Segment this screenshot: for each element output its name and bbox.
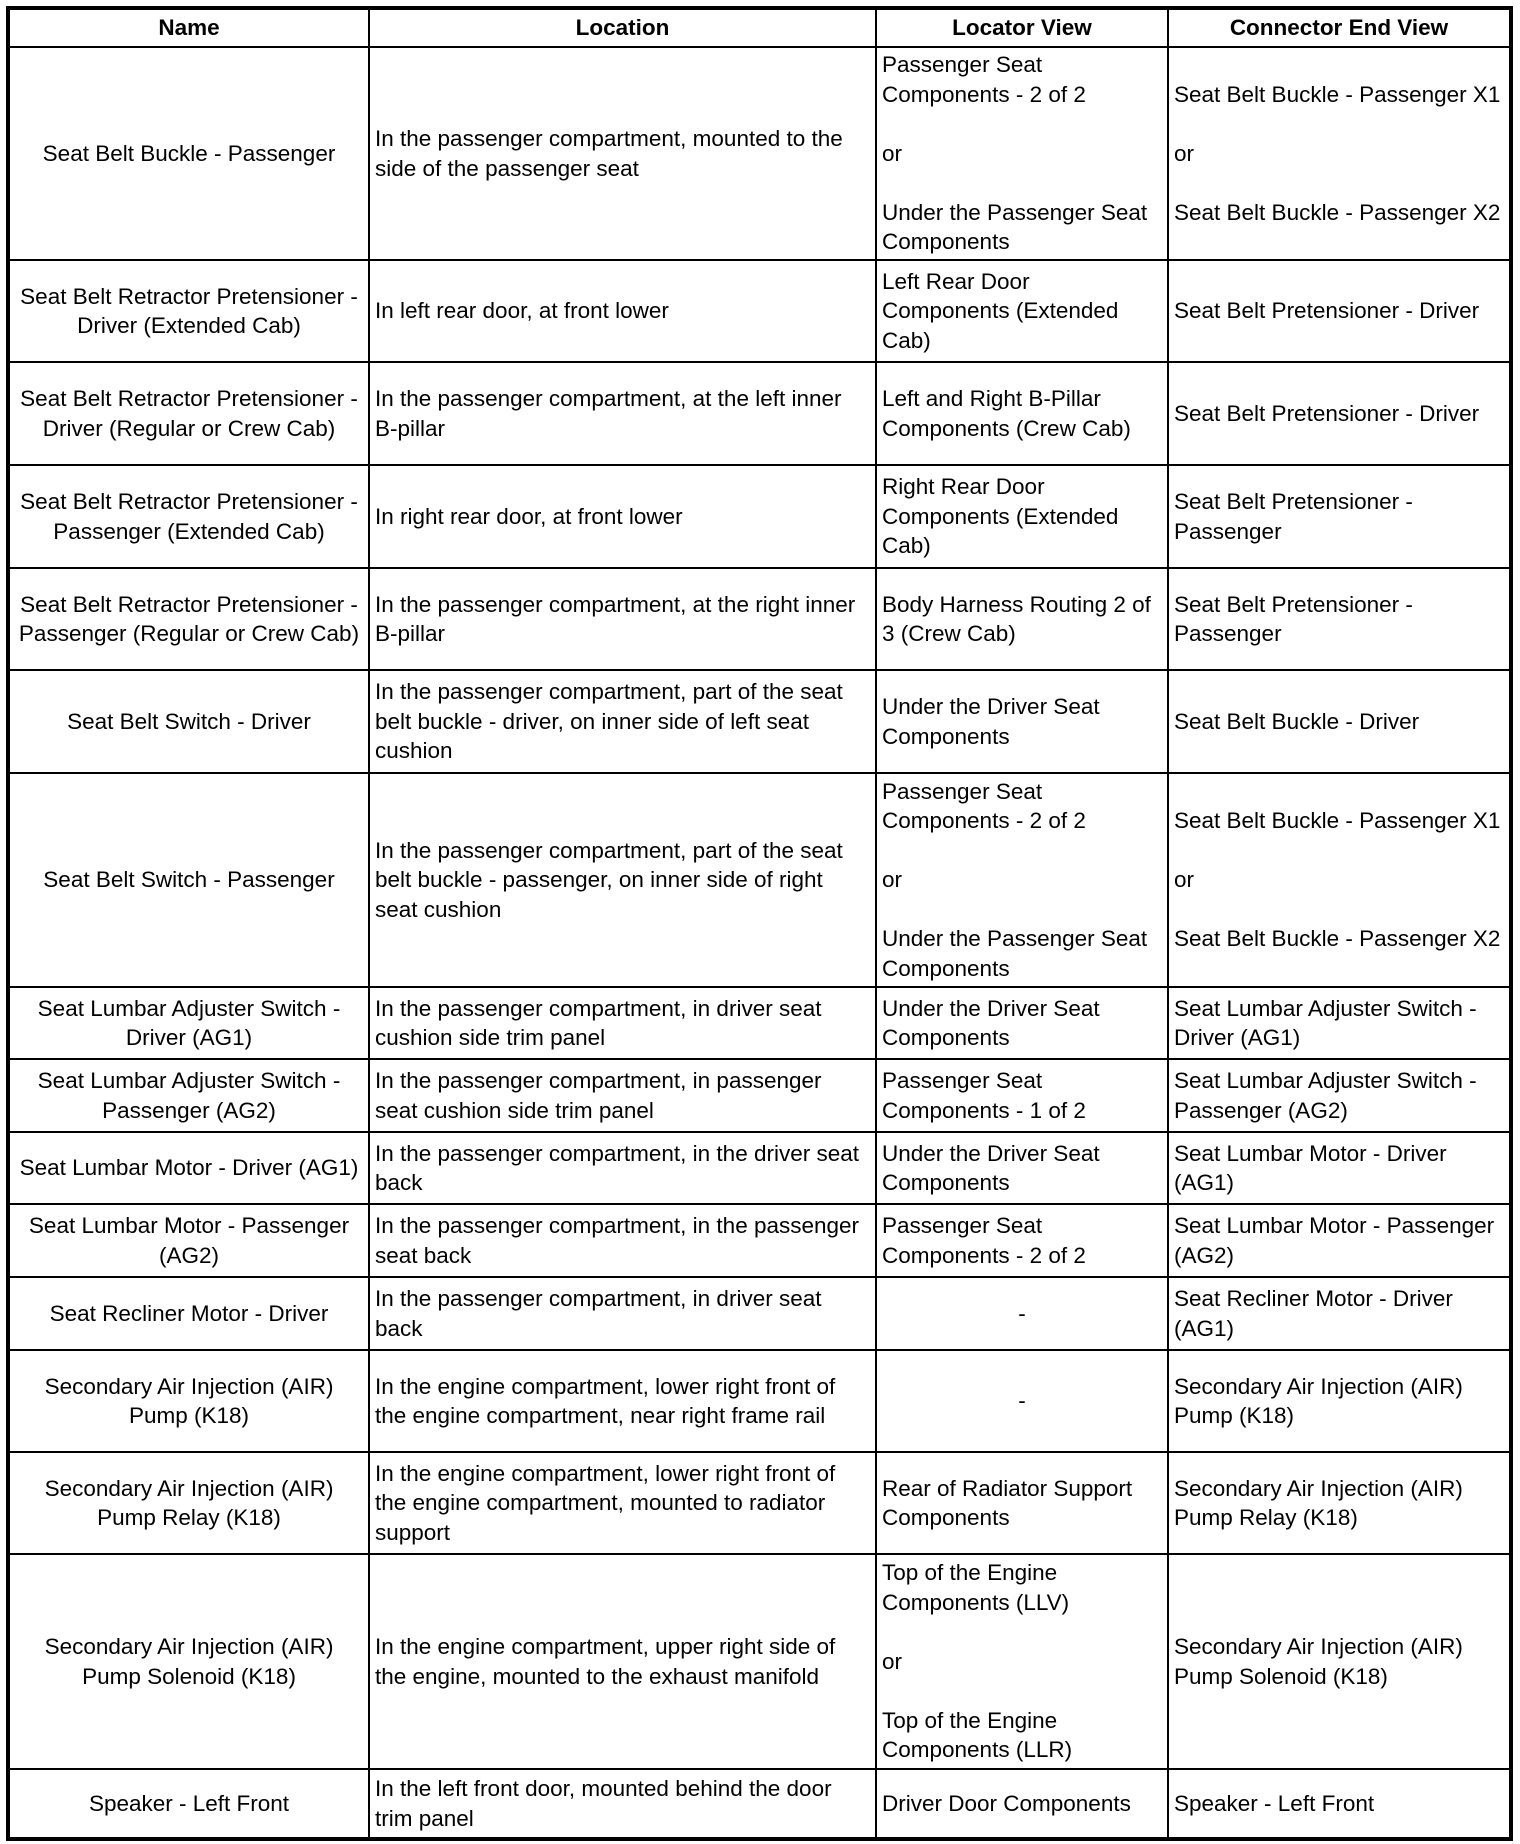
header-row: Name Location Locator View Connector End… [7, 7, 1512, 48]
connector-end-view-cell: Seat Belt Buckle - Passenger X1 or Seat … [1167, 46, 1512, 261]
table-row: Seat Recliner Motor - Driver In the passe… [7, 1276, 1512, 1351]
name-cell: Seat Lumbar Adjuster Switch - Driver (AG… [7, 986, 370, 1060]
location-cell: In the passenger compartment, in the dri… [368, 1131, 877, 1205]
locator-view-cell: Driver Door Components [875, 1768, 1169, 1840]
locator-view-cell: Body Harness Routing 2 of 3 (Crew Cab) [875, 567, 1169, 671]
name-cell: Secondary Air Injection (AIR) Pump Solen… [7, 1553, 370, 1770]
connector-end-view-cell: Seat Belt Pretensioner - Driver [1167, 361, 1512, 466]
locator-view-cell: Left Rear Door Components (Extended Cab) [875, 259, 1169, 363]
connector-end-view-cell: Seat Lumbar Adjuster Switch - Passenger … [1167, 1058, 1512, 1133]
table-row: Seat Lumbar Adjuster Switch - Passenger … [7, 1058, 1512, 1133]
locator-view-cell: Passenger Seat Components - 1 of 2 [875, 1058, 1169, 1133]
locator-view-cell: - [875, 1349, 1169, 1453]
location-cell: In the passenger compartment, in driver … [368, 1276, 877, 1351]
locator-view-cell: Under the Driver Seat Components [875, 986, 1169, 1060]
header-location: Location [368, 7, 877, 48]
connector-end-view-cell: Secondary Air Injection (AIR) Pump Relay… [1167, 1451, 1512, 1555]
connector-end-view-cell: Secondary Air Injection (AIR) Pump (K18) [1167, 1349, 1512, 1453]
locator-view-cell: Passenger Seat Components - 2 of 2 or Un… [875, 772, 1169, 988]
table-row: Secondary Air Injection (AIR) Pump Solen… [7, 1553, 1512, 1770]
connector-end-view-cell: Secondary Air Injection (AIR) Pump Solen… [1167, 1553, 1512, 1770]
location-cell: In the passenger compartment, part of th… [368, 772, 877, 988]
table-row: Seat Belt Retractor Pretensioner - Passe… [7, 464, 1512, 569]
connector-end-view-cell: Seat Recliner Motor - Driver (AG1) [1167, 1276, 1512, 1351]
table-row: Speaker - Left Front In the left front do… [7, 1768, 1512, 1840]
connector-end-view-cell: Seat Belt Buckle - Driver [1167, 669, 1512, 774]
location-cell: In the passenger compartment, in the pas… [368, 1203, 877, 1278]
location-cell: In left rear door, at front lower [368, 259, 877, 363]
table-row: Seat Belt Switch - Driver In the passenge… [7, 669, 1512, 774]
locator-view-cell: Under the Driver Seat Components [875, 1131, 1169, 1205]
name-cell: Speaker - Left Front [7, 1768, 370, 1840]
name-cell: Seat Belt Retractor Pretensioner - Drive… [7, 259, 370, 363]
table-row: Seat Belt Retractor Pretensioner - Drive… [7, 259, 1512, 363]
header-name: Name [7, 7, 370, 48]
table-row: Seat Belt Retractor Pretensioner - Drive… [7, 361, 1512, 466]
locator-view-cell: - [875, 1276, 1169, 1351]
connector-end-view-cell: Seat Belt Buckle - Passenger X1 or Seat … [1167, 772, 1512, 988]
location-cell: In the engine compartment, lower right f… [368, 1451, 877, 1555]
connector-end-view-cell: Seat Belt Pretensioner - Driver [1167, 259, 1512, 363]
name-cell: Secondary Air Injection (AIR) Pump Relay… [7, 1451, 370, 1555]
component-locator-table: Name Location Locator View Connector End… [6, 6, 1513, 1841]
name-cell: Seat Belt Switch - Passenger [7, 772, 370, 988]
location-cell: In the passenger compartment, in passeng… [368, 1058, 877, 1133]
name-cell: Seat Belt Retractor Pretensioner - Passe… [7, 464, 370, 569]
connector-end-view-cell: Speaker - Left Front [1167, 1768, 1512, 1840]
locator-view-cell: Top of the Engine Components (LLV) or To… [875, 1553, 1169, 1770]
location-cell: In right rear door, at front lower [368, 464, 877, 569]
name-cell: Seat Lumbar Adjuster Switch - Passenger … [7, 1058, 370, 1133]
table-row: Seat Belt Switch - Passenger In the passe… [7, 772, 1512, 988]
table-row: Seat Belt Buckle - Passenger In the passe… [7, 46, 1512, 261]
location-cell: In the left front door, mounted behind t… [368, 1768, 877, 1840]
connector-end-view-cell: Seat Lumbar Motor - Passenger (AG2) [1167, 1203, 1512, 1278]
location-cell: In the engine compartment, lower right f… [368, 1349, 877, 1453]
table-row: Secondary Air Injection (AIR) Pump (K18)… [7, 1349, 1512, 1453]
table-row: Seat Lumbar Adjuster Switch - Driver (AG… [7, 986, 1512, 1060]
name-cell: Seat Belt Retractor Pretensioner - Passe… [7, 567, 370, 671]
name-cell: Secondary Air Injection (AIR) Pump (K18) [7, 1349, 370, 1453]
location-cell: In the passenger compartment, in driver … [368, 986, 877, 1060]
name-cell: Seat Belt Switch - Driver [7, 669, 370, 774]
header-connector-end-view: Connector End View [1167, 7, 1512, 48]
connector-end-view-cell: Seat Belt Pretensioner - Passenger [1167, 567, 1512, 671]
locator-view-cell: Left and Right B-Pillar Components (Crew… [875, 361, 1169, 466]
locator-view-cell: Passenger Seat Components - 2 of 2 or Un… [875, 46, 1169, 261]
locator-view-cell: Right Rear Door Components (Extended Cab… [875, 464, 1169, 569]
locator-view-cell: Under the Driver Seat Components [875, 669, 1169, 774]
location-cell: In the passenger compartment, at the lef… [368, 361, 877, 466]
location-cell: In the passenger compartment, mounted to… [368, 46, 877, 261]
location-cell: In the passenger compartment, part of th… [368, 669, 877, 774]
name-cell: Seat Lumbar Motor - Passenger (AG2) [7, 1203, 370, 1278]
table-row: Seat Belt Retractor Pretensioner - Passe… [7, 567, 1512, 671]
location-cell: In the passenger compartment, at the rig… [368, 567, 877, 671]
location-cell: In the engine compartment, upper right s… [368, 1553, 877, 1770]
header-locator-view: Locator View [875, 7, 1169, 48]
connector-end-view-cell: Seat Lumbar Motor - Driver (AG1) [1167, 1131, 1512, 1205]
name-cell: Seat Belt Buckle - Passenger [7, 46, 370, 261]
name-cell: Seat Recliner Motor - Driver [7, 1276, 370, 1351]
table-row: Seat Lumbar Motor - Driver (AG1) In the p… [7, 1131, 1512, 1205]
name-cell: Seat Lumbar Motor - Driver (AG1) [7, 1131, 370, 1205]
connector-end-view-cell: Seat Lumbar Adjuster Switch - Driver (AG… [1167, 986, 1512, 1060]
table-row: Secondary Air Injection (AIR) Pump Relay… [7, 1451, 1512, 1555]
locator-view-cell: Rear of Radiator Support Components [875, 1451, 1169, 1555]
connector-end-view-cell: Seat Belt Pretensioner - Passenger [1167, 464, 1512, 569]
locator-view-cell: Passenger Seat Components - 2 of 2 [875, 1203, 1169, 1278]
name-cell: Seat Belt Retractor Pretensioner - Drive… [7, 361, 370, 466]
table-row: Seat Lumbar Motor - Passenger (AG2) In th… [7, 1203, 1512, 1278]
